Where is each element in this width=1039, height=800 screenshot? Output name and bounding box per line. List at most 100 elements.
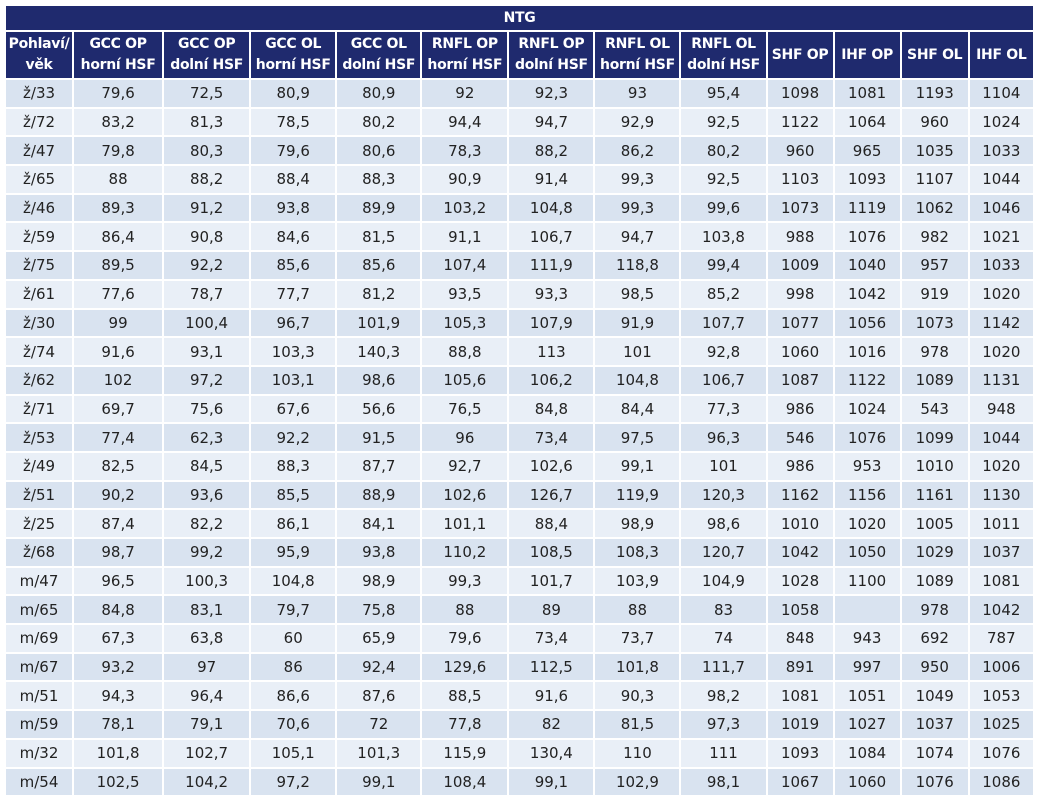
cell: 80,6 <box>335 135 423 167</box>
table-row: ž/46 89,3 91,2 93,8 89,9 103,2 104,8 99,3 99,6 10… <box>3 192 1036 224</box>
cell: 1064 <box>832 106 902 138</box>
header-line: dolní HSF <box>342 57 416 73</box>
cell: 986 <box>765 393 835 425</box>
table-row: m/51 94,3 96,4 86,6 87,6 88,5 91,6 90,3 98,2 1081… <box>3 680 1036 712</box>
cell: 83 <box>679 594 768 626</box>
cell: 99,4 <box>679 250 768 281</box>
cell: 99,3 <box>420 565 510 597</box>
cell: 1081 <box>832 78 902 109</box>
cell: 107,7 <box>679 307 768 339</box>
cell: 77,8 <box>420 709 510 740</box>
cell: 96,3 <box>679 422 768 453</box>
cell: 1193 <box>899 78 970 109</box>
cell: 92,2 <box>249 422 338 453</box>
cell: 77,7 <box>249 278 338 310</box>
cell: 1020 <box>832 508 902 539</box>
cell: 90,9 <box>420 164 510 195</box>
header-line: horní HSF <box>600 57 675 73</box>
row-label: m/32 <box>3 737 75 769</box>
cell: 1103 <box>765 164 835 195</box>
cell: 90,3 <box>593 680 682 712</box>
cell: 84,4 <box>593 393 682 425</box>
cell: 99,1 <box>593 450 682 482</box>
cell: 1131 <box>967 364 1036 396</box>
cell: 948 <box>967 393 1036 425</box>
cell: 112,5 <box>507 651 596 683</box>
cell: 67,6 <box>249 393 338 425</box>
cell: 110 <box>593 737 682 769</box>
cell: 92,5 <box>679 164 768 195</box>
table-row: m/32 101,8 102,7 105,1 101,3 115,9 130,4 110 111… <box>3 737 1036 769</box>
cell: 69,7 <box>72 393 165 425</box>
cell: 101,9 <box>335 307 423 339</box>
cell: 104,8 <box>507 192 596 224</box>
cell: 1077 <box>765 307 835 339</box>
table-row: ž/53 77,4 62,3 92,2 91,5 96 73,4 97,5 96,3 546 107… <box>3 422 1036 453</box>
cell: 92 <box>420 78 510 109</box>
cell: 79,1 <box>162 709 252 740</box>
data-table: NTG Pohlaví/věk GCC OP horní HSF GCC OP doln… <box>3 4 1036 798</box>
cell: 1086 <box>967 766 1036 798</box>
cell: 92,8 <box>679 336 768 367</box>
cell: 1087 <box>765 364 835 396</box>
table-row: ž/49 82,5 84,5 88,3 87,7 92,7 102,6 99,1 101 986 9… <box>3 450 1036 482</box>
cell: 95,4 <box>679 78 768 109</box>
cell: 1033 <box>967 250 1036 281</box>
cell: 1029 <box>899 537 970 568</box>
cell: 84,8 <box>72 594 165 626</box>
cell: 1089 <box>899 565 970 597</box>
header-line: dolní HSF <box>687 57 760 73</box>
cell: 84,5 <box>162 450 252 482</box>
cell: 85,6 <box>335 250 423 281</box>
cell: 104,8 <box>249 565 338 597</box>
cell: 105,6 <box>420 364 510 396</box>
cell: 105,3 <box>420 307 510 339</box>
cell: 1073 <box>899 307 970 339</box>
cell: 1020 <box>967 278 1036 310</box>
cell: 93,2 <box>72 651 165 683</box>
header-line: dolní HSF <box>515 57 588 73</box>
cell: 1006 <box>967 651 1036 683</box>
cell: 101,7 <box>507 565 596 597</box>
cell: 83,1 <box>162 594 252 626</box>
cell: 107,4 <box>420 250 510 281</box>
cell: 84,6 <box>249 221 338 253</box>
cell: 102,7 <box>162 737 252 769</box>
column-header: SHF OP <box>765 30 835 80</box>
row-label: ž/30 <box>3 307 75 339</box>
cell: 120,7 <box>679 537 768 568</box>
row-label: ž/51 <box>3 479 75 511</box>
cell: 965 <box>832 135 902 167</box>
cell: 1060 <box>765 336 835 367</box>
cell: 89 <box>507 594 596 626</box>
cell: 1162 <box>765 479 835 511</box>
cell: 80,2 <box>679 135 768 167</box>
table-row: m/54 102,5 104,2 97,2 99,1 108,4 99,1 102,9 98,1… <box>3 766 1036 798</box>
cell: 111,9 <box>507 250 596 281</box>
cell: 998 <box>765 278 835 310</box>
column-header: GCC OP dolní HSF <box>162 30 252 80</box>
cell: 88 <box>593 594 682 626</box>
column-header: RNFL OP horní HSF <box>420 30 510 80</box>
cell: 1067 <box>765 766 835 798</box>
cell: 98,7 <box>72 537 165 568</box>
cell: 88,4 <box>507 508 596 539</box>
cell: 106,7 <box>679 364 768 396</box>
header-line: GCC OL <box>265 36 322 52</box>
cell: 72,5 <box>162 78 252 109</box>
cell: 92,5 <box>679 106 768 138</box>
cell: 90,8 <box>162 221 252 253</box>
cell: 113 <box>507 336 596 367</box>
cell: 92,3 <box>507 78 596 109</box>
cell: 978 <box>899 594 970 626</box>
table-row: ž/30 99 100,4 96,7 101,9 105,3 107,9 91,9 107,7 1… <box>3 307 1036 339</box>
cell: 100,3 <box>162 565 252 597</box>
cell: 91,1 <box>420 221 510 253</box>
cell: 103,2 <box>420 192 510 224</box>
cell: 98,9 <box>593 508 682 539</box>
cell: 86,2 <box>593 135 682 167</box>
column-header: GCC OL dolní HSF <box>335 30 423 80</box>
cell: 988 <box>765 221 835 253</box>
cell: 1074 <box>899 737 970 769</box>
